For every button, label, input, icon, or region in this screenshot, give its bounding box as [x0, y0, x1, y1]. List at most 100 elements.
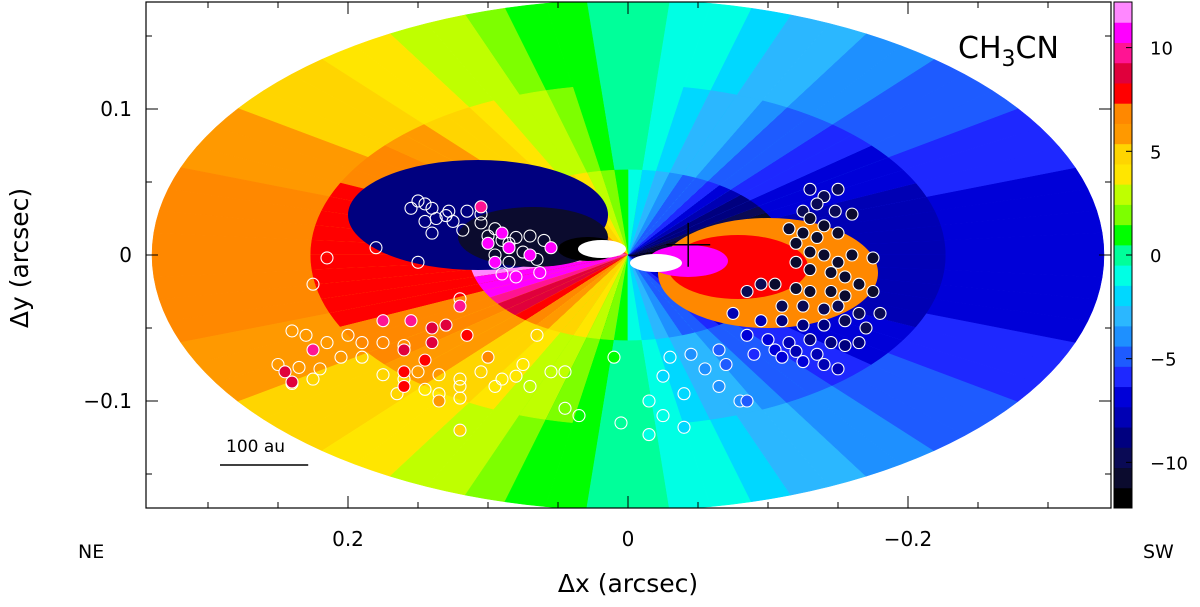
data-point-filled: [831, 182, 845, 196]
colorbar-band: [1114, 143, 1132, 165]
data-point-filled: [754, 277, 768, 291]
colorbar-tick-label: −5: [1150, 350, 1177, 371]
title-part-pre: CH: [958, 31, 1002, 66]
colorbar-band: [1114, 204, 1132, 226]
data-point-filled: [817, 318, 831, 332]
data-point-filled: [852, 277, 866, 291]
colorbar-band: [1114, 22, 1132, 43]
x-tick-label: −0.2: [884, 527, 933, 551]
center-blank-left: [578, 240, 626, 258]
data-point-open: [320, 251, 334, 265]
data-point-open: [456, 223, 470, 237]
data-point-filled: [740, 394, 754, 408]
data-point-open: [369, 241, 383, 255]
data-point-filled: [824, 336, 838, 350]
data-point-filled: [677, 387, 691, 401]
data-point-filled: [859, 321, 873, 335]
data-point-filled: [712, 343, 726, 357]
data-point-filled: [544, 241, 558, 255]
data-point-filled: [397, 343, 411, 357]
data-point-open: [418, 197, 432, 211]
data-point-filled: [831, 255, 845, 269]
data-point-filled: [488, 255, 502, 269]
data-point-open: [292, 360, 306, 374]
colorbar-band: [1114, 386, 1132, 408]
colorbar-band: [1114, 244, 1132, 266]
orientation-label-sw: SW: [1143, 541, 1174, 563]
data-point-open: [572, 409, 586, 423]
data-point-open: [320, 336, 334, 350]
scale-bar: 100 au: [220, 437, 309, 466]
title-text: CH3CN: [958, 31, 1059, 72]
x-tick-label: 0: [622, 527, 635, 551]
colorbar-band: [1114, 427, 1132, 448]
data-point-filled: [810, 230, 824, 245]
colorbar-band: [1114, 103, 1132, 124]
data-point-filled: [838, 289, 852, 303]
data-point-filled: [782, 336, 796, 350]
data-point-filled: [768, 277, 782, 291]
data-point-open: [509, 369, 523, 383]
colorbar-tick-label: 5: [1150, 142, 1161, 163]
data-point-open: [418, 382, 432, 396]
data-point-filled: [418, 353, 432, 367]
data-point-open: [453, 379, 467, 393]
data-point-filled: [838, 338, 852, 353]
data-point-filled: [796, 299, 810, 313]
data-point-filled: [481, 236, 495, 250]
colorbar: 10 5 0 −5 −10: [1113, 1, 1188, 509]
data-point-open: [355, 336, 369, 350]
colorbar-band: [1114, 42, 1132, 64]
data-point-filled: [803, 211, 817, 226]
data-point-filled: [824, 284, 838, 299]
axis-ticks: 0.2 0 −0.2 0.1 0 −0.1: [83, 2, 1111, 551]
data-point-filled: [775, 350, 789, 364]
data-point-filled: [831, 299, 845, 313]
data-point-filled: [852, 336, 866, 350]
data-point-filled: [425, 336, 439, 350]
data-point-open: [509, 230, 523, 245]
scale-bar-label: 100 au: [226, 437, 285, 457]
data-point-filled: [775, 299, 789, 313]
data-point-open: [390, 387, 404, 401]
data-point-filled: [740, 328, 754, 342]
data-point-open: [271, 357, 285, 372]
x-axis-label: Δx (arcsec): [558, 569, 698, 598]
data-point-filled: [285, 375, 299, 389]
data-point-open: [418, 214, 432, 228]
data-point-open: [376, 336, 390, 350]
data-point-filled: [719, 357, 733, 372]
data-point-open: [411, 255, 425, 269]
data-point-filled: [474, 200, 488, 214]
chart-title: CH3CN: [958, 31, 1059, 72]
data-point-filled: [453, 423, 467, 437]
data-point-filled: [509, 270, 523, 284]
data-point-filled: [663, 350, 677, 364]
data-point-filled: [803, 263, 817, 277]
data-point-filled: [404, 314, 418, 328]
data-point-filled: [803, 182, 817, 196]
data-point-filled: [789, 236, 803, 250]
velocity-model-disk: [151, 2, 1105, 508]
data-point-open: [411, 365, 425, 379]
data-point-filled: [502, 241, 516, 255]
data-point-filled: [831, 226, 845, 240]
data-point-filled: [810, 347, 824, 361]
data-point-filled: [782, 222, 796, 236]
data-point-filled: [642, 394, 656, 408]
data-point-filled: [803, 245, 817, 259]
data-point-filled: [866, 284, 880, 299]
x-tick-label: 0.2: [332, 527, 364, 551]
data-point-filled: [796, 226, 810, 240]
data-point-filled: [852, 306, 866, 320]
data-point-filled: [838, 314, 852, 328]
colorbar-band: [1114, 184, 1132, 205]
colorbar-band: [1114, 325, 1132, 347]
data-point-filled: [754, 314, 768, 328]
data-point-open: [376, 368, 390, 382]
colorbar-band: [1114, 447, 1132, 469]
data-point-open: [432, 368, 446, 382]
data-point-open: [537, 233, 551, 247]
data-point-filled: [838, 270, 852, 284]
title-part-post: CN: [1016, 31, 1059, 66]
